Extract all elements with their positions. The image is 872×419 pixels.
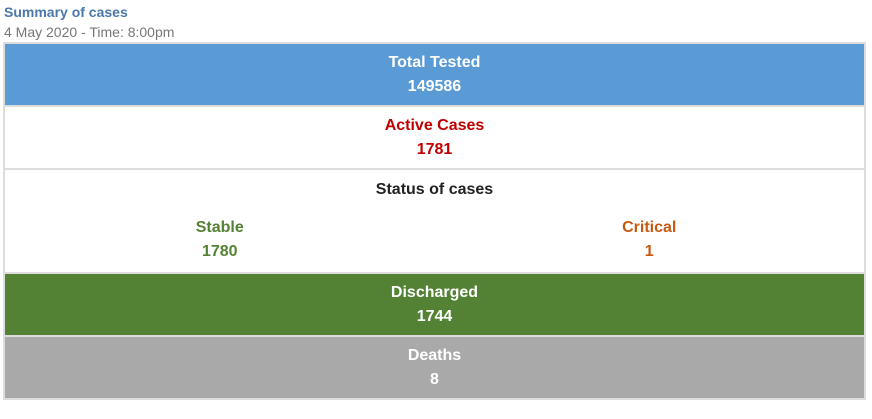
critical-value: 1 xyxy=(644,243,654,260)
report-date: 4 May 2020 - Time: 8:00pm xyxy=(4,24,175,40)
status-label: Status of cases xyxy=(375,181,494,198)
discharged-value: 1744 xyxy=(416,307,453,325)
total-tested-row: Total Tested 149586 xyxy=(3,42,866,107)
active-cases-row: Active Cases 1781 xyxy=(3,105,866,170)
status-row: Status of cases Stable 1780 Critical 1 xyxy=(3,168,866,274)
summary-table: Total Tested 149586 Active Cases 1781 St… xyxy=(3,42,866,400)
stable-value: 1780 xyxy=(201,243,238,260)
discharged-row: Discharged 1744 xyxy=(3,272,866,337)
active-cases-label: Active Cases xyxy=(384,116,485,134)
stable-label: Stable xyxy=(195,219,244,236)
deaths-label: Deaths xyxy=(407,346,462,364)
critical-label: Critical xyxy=(622,219,677,236)
critical-cell: Critical 1 xyxy=(435,216,865,264)
deaths-value: 8 xyxy=(430,370,439,388)
deaths-row: Deaths 8 xyxy=(3,335,866,400)
discharged-label: Discharged xyxy=(390,283,479,301)
total-tested-value: 149586 xyxy=(407,77,462,95)
active-cases-value: 1781 xyxy=(416,140,453,158)
total-tested-label: Total Tested xyxy=(388,53,481,71)
summary-title: Summary of cases xyxy=(4,4,128,20)
stable-cell: Stable 1780 xyxy=(5,216,435,264)
